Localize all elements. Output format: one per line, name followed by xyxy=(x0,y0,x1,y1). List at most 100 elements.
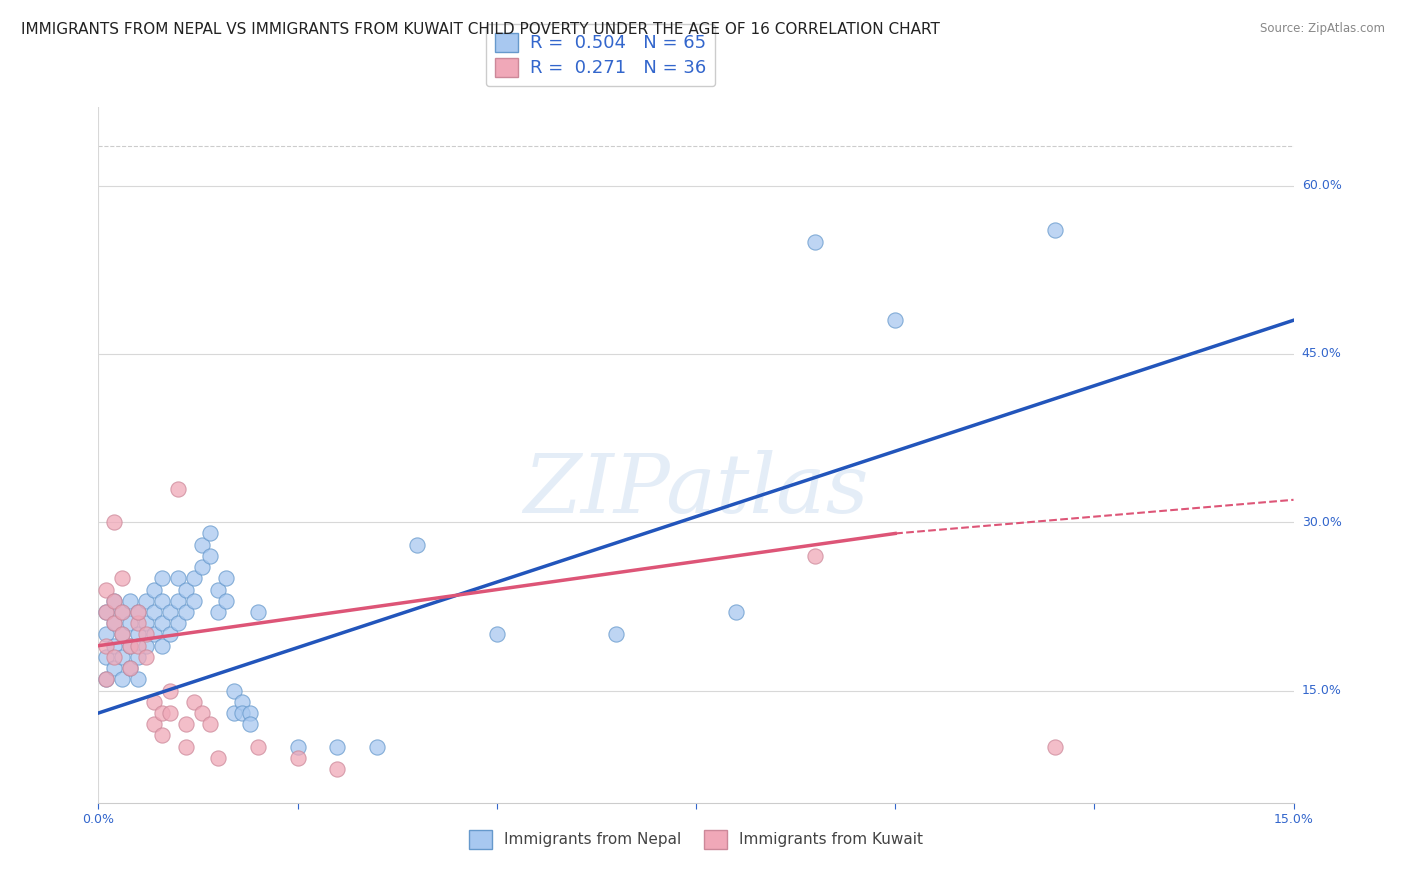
Point xyxy=(103,649,125,664)
Point xyxy=(96,673,118,687)
Point xyxy=(174,717,197,731)
Point xyxy=(183,594,205,608)
Point xyxy=(127,649,149,664)
Point xyxy=(174,582,197,597)
Legend: Immigrants from Nepal, Immigrants from Kuwait: Immigrants from Nepal, Immigrants from K… xyxy=(460,821,932,858)
Point xyxy=(96,639,118,653)
Point xyxy=(127,616,149,631)
Point xyxy=(183,695,205,709)
Point xyxy=(150,594,173,608)
Point xyxy=(111,605,134,619)
Point xyxy=(96,673,118,687)
Point xyxy=(135,616,157,631)
Point xyxy=(150,706,173,720)
Point xyxy=(215,594,238,608)
Point xyxy=(191,560,214,574)
Point xyxy=(239,706,262,720)
Point xyxy=(167,594,190,608)
Text: 15.0%: 15.0% xyxy=(1302,684,1341,697)
Point xyxy=(207,582,229,597)
Point xyxy=(127,627,149,641)
Text: Source: ZipAtlas.com: Source: ZipAtlas.com xyxy=(1260,22,1385,36)
Point xyxy=(143,582,166,597)
Point xyxy=(191,538,214,552)
Point xyxy=(150,729,173,743)
Point xyxy=(167,571,190,585)
Point xyxy=(207,751,229,765)
Point xyxy=(103,639,125,653)
Point xyxy=(222,706,245,720)
Point xyxy=(111,627,134,641)
Point xyxy=(120,616,142,631)
Point xyxy=(198,549,221,563)
Point xyxy=(159,683,181,698)
Point xyxy=(246,739,269,754)
Point xyxy=(96,605,118,619)
Point xyxy=(143,717,166,731)
Point xyxy=(287,739,309,754)
Point xyxy=(127,673,149,687)
Point xyxy=(96,582,118,597)
Point xyxy=(174,605,197,619)
Point xyxy=(96,649,118,664)
Point xyxy=(103,594,125,608)
Point xyxy=(96,627,118,641)
Text: ZIPatlas: ZIPatlas xyxy=(523,450,869,530)
Point xyxy=(135,649,157,664)
Point xyxy=(239,717,262,731)
Point xyxy=(127,605,149,619)
Point xyxy=(120,639,142,653)
Point xyxy=(724,605,747,619)
Point xyxy=(150,639,173,653)
Point xyxy=(167,482,190,496)
Point xyxy=(167,616,190,631)
Point xyxy=(215,571,238,585)
Point xyxy=(111,605,134,619)
Point xyxy=(366,739,388,754)
Text: 45.0%: 45.0% xyxy=(1302,347,1341,360)
Point xyxy=(326,762,349,776)
Point xyxy=(135,594,157,608)
Point xyxy=(207,605,229,619)
Point xyxy=(159,627,181,641)
Point xyxy=(103,616,125,631)
Point xyxy=(1043,739,1066,754)
Point xyxy=(111,627,134,641)
Text: IMMIGRANTS FROM NEPAL VS IMMIGRANTS FROM KUWAIT CHILD POVERTY UNDER THE AGE OF 1: IMMIGRANTS FROM NEPAL VS IMMIGRANTS FROM… xyxy=(21,22,941,37)
Point xyxy=(150,571,173,585)
Point xyxy=(96,605,118,619)
Point xyxy=(884,313,907,327)
Point xyxy=(191,706,214,720)
Point xyxy=(111,649,134,664)
Point xyxy=(103,515,125,529)
Point xyxy=(485,627,508,641)
Point xyxy=(1043,223,1066,237)
Point xyxy=(246,605,269,619)
Point xyxy=(127,639,149,653)
Point xyxy=(120,639,142,653)
Point xyxy=(183,571,205,585)
Point xyxy=(143,605,166,619)
Text: 30.0%: 30.0% xyxy=(1302,516,1341,529)
Point xyxy=(198,526,221,541)
Point xyxy=(150,616,173,631)
Point xyxy=(804,235,827,249)
Point xyxy=(103,661,125,675)
Point xyxy=(198,717,221,731)
Point xyxy=(605,627,627,641)
Point xyxy=(231,695,253,709)
Point xyxy=(222,683,245,698)
Point xyxy=(231,706,253,720)
Point xyxy=(135,639,157,653)
Point xyxy=(135,627,157,641)
Point xyxy=(120,594,142,608)
Point xyxy=(159,605,181,619)
Point xyxy=(103,594,125,608)
Point xyxy=(143,627,166,641)
Point xyxy=(159,706,181,720)
Point xyxy=(326,739,349,754)
Point xyxy=(103,616,125,631)
Point xyxy=(111,673,134,687)
Point xyxy=(287,751,309,765)
Point xyxy=(804,549,827,563)
